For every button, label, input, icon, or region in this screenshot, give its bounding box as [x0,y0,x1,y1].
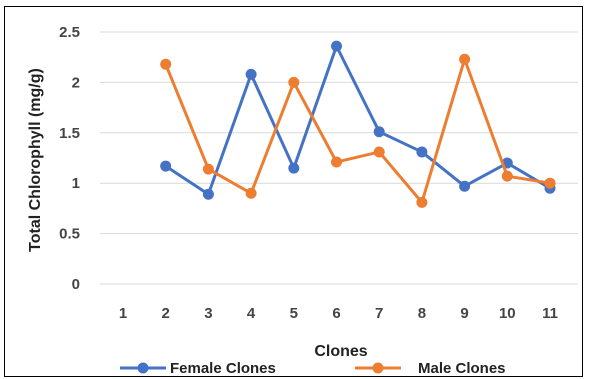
data-point [160,160,172,172]
x-tick-label: 6 [332,305,340,322]
data-point [416,196,428,208]
x-tick-label: 1 [119,305,127,322]
x-tick-label: 9 [460,305,468,322]
x-tick-label: 2 [162,305,170,322]
legend-label: Female Clones [170,360,276,377]
data-point [373,146,385,158]
x-tick-label: 4 [247,305,256,322]
series-male-clones [160,53,556,208]
y-tick-label: 0 [72,276,80,293]
data-point [501,170,513,182]
series-line [164,57,551,204]
data-point [288,162,300,174]
legend: Female Clones Male Clones [120,360,506,377]
x-tick-labels: 1 2 3 4 5 6 7 8 9 10 11 [119,305,558,322]
data-point [288,76,300,88]
legend-swatch-marker [137,362,149,374]
data-point [459,53,471,65]
data-point [160,58,172,70]
data-point [331,40,342,52]
data-point [373,126,385,138]
x-tick-label: 7 [375,305,383,322]
x-tick-label: 10 [499,305,516,322]
series-line [164,44,551,196]
series-layer [160,40,556,208]
data-point [331,156,342,168]
x-tick-label: 5 [290,305,298,322]
chart-frame [4,6,583,377]
y-tick-label: 1.5 [59,125,80,142]
y-tick-label: 2.5 [59,24,80,41]
y-tick-label: 0.5 [59,226,80,243]
legend-item: Female Clones [120,360,276,377]
series-female-clones [160,40,556,200]
data-point [245,187,257,199]
data-point [544,177,556,189]
x-axis-title: Clones [314,343,367,360]
x-tick-label: 3 [204,305,212,322]
x-tick-label: 8 [418,305,426,322]
y-tick-label: 1 [72,175,80,192]
data-point [459,180,471,192]
data-point [202,163,214,175]
data-point [202,188,214,200]
data-point [416,146,428,158]
data-point [245,68,257,80]
legend-label: Male Clones [418,360,506,377]
y-tick-labels: 0 0.5 1 1.5 2 2.5 [59,24,80,293]
x-tick-label: 11 [542,305,558,322]
legend-swatch-marker [372,362,384,374]
legend-item: Male Clones [355,360,506,377]
y-axis-title: Total Chlorophyll (mg/g) [27,68,44,252]
gridlines [100,31,578,285]
y-tick-label: 2 [72,74,80,91]
